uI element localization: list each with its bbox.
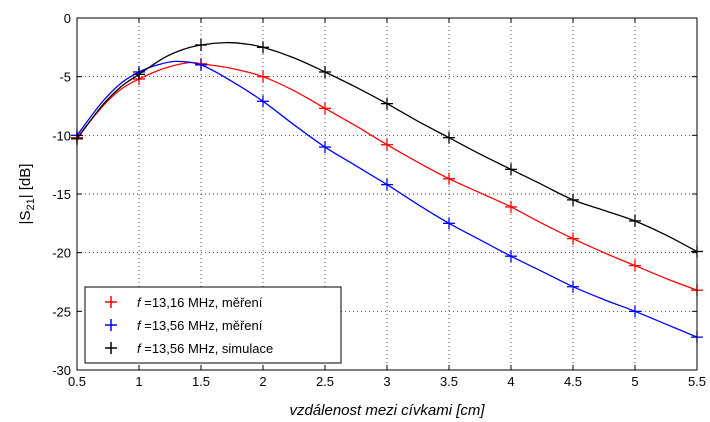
legend-box <box>84 286 342 364</box>
legend-item: f =13,56 MHz, simulace <box>105 341 273 356</box>
x-tick-label: 4 <box>507 374 514 389</box>
x-tick-label: 1 <box>135 374 142 389</box>
y-tick-label: -20 <box>52 246 71 261</box>
data-point <box>567 232 579 245</box>
legend-label: f =13,56 MHz, simulace <box>137 341 273 356</box>
x-axis-label: vzdálenost mezi cívkami [cm] <box>289 402 485 419</box>
data-point <box>443 217 455 230</box>
x-tick-label: 3 <box>383 374 390 389</box>
data-point <box>567 280 579 293</box>
series-2 <box>71 58 703 344</box>
x-tick-label: 2.5 <box>316 374 334 389</box>
data-point <box>133 68 145 81</box>
legend-item: f =13,16 MHz, měření <box>105 295 263 310</box>
data-point <box>257 95 269 108</box>
x-tick-label: 5.5 <box>688 374 706 389</box>
data-point <box>443 131 455 144</box>
data-point <box>319 141 331 154</box>
data-point <box>567 193 579 206</box>
x-tick-label: 2 <box>259 374 266 389</box>
data-point <box>381 97 393 110</box>
data-point <box>381 138 393 151</box>
data-point <box>381 178 393 191</box>
legend-item: f =13,56 MHz, měření <box>105 318 263 333</box>
data-point <box>629 259 641 272</box>
data-point <box>505 250 517 263</box>
x-tick-label: 4.5 <box>564 374 582 389</box>
y-tick-label: -15 <box>52 187 71 202</box>
series-line <box>76 41 698 253</box>
y-tick-label: 0 <box>64 11 71 26</box>
data-point <box>257 41 269 54</box>
data-point <box>629 214 641 227</box>
axis-ticks: 0.5 1 1.5 2 2.5 3 3.5 4 4.5 5 5.5 0 -5 -10 -15 -20 -25 -3… <box>52 11 706 389</box>
data-point <box>195 38 207 51</box>
data-point <box>505 163 517 176</box>
y-tick-label: -5 <box>59 70 71 85</box>
y-tick-label: -10 <box>52 128 71 143</box>
series-line <box>76 61 698 291</box>
data-point <box>505 200 517 213</box>
legend-label: f =13,16 MHz, měření <box>137 295 263 310</box>
x-tick-label: 3.5 <box>440 374 458 389</box>
legend: f =13,16 MHz, měření f =13,56 MHz, měření… <box>84 286 342 364</box>
series-layer <box>71 38 703 344</box>
series-line <box>76 60 698 338</box>
data-point <box>319 65 331 78</box>
x-tick-label: 0.5 <box>68 374 86 389</box>
data-point <box>629 305 641 318</box>
data-point <box>443 172 455 185</box>
x-tick-label: 5 <box>631 374 638 389</box>
data-point <box>319 102 331 115</box>
x-tick-label: 1.5 <box>192 374 210 389</box>
data-point <box>257 70 269 83</box>
y-tick-label: -30 <box>52 363 71 378</box>
legend-label: f =13,56 MHz, měření <box>137 318 263 333</box>
y-axis-label: |S21| [dB] <box>17 164 37 225</box>
y-tick-label: -25 <box>52 304 71 319</box>
data-point <box>195 58 207 71</box>
